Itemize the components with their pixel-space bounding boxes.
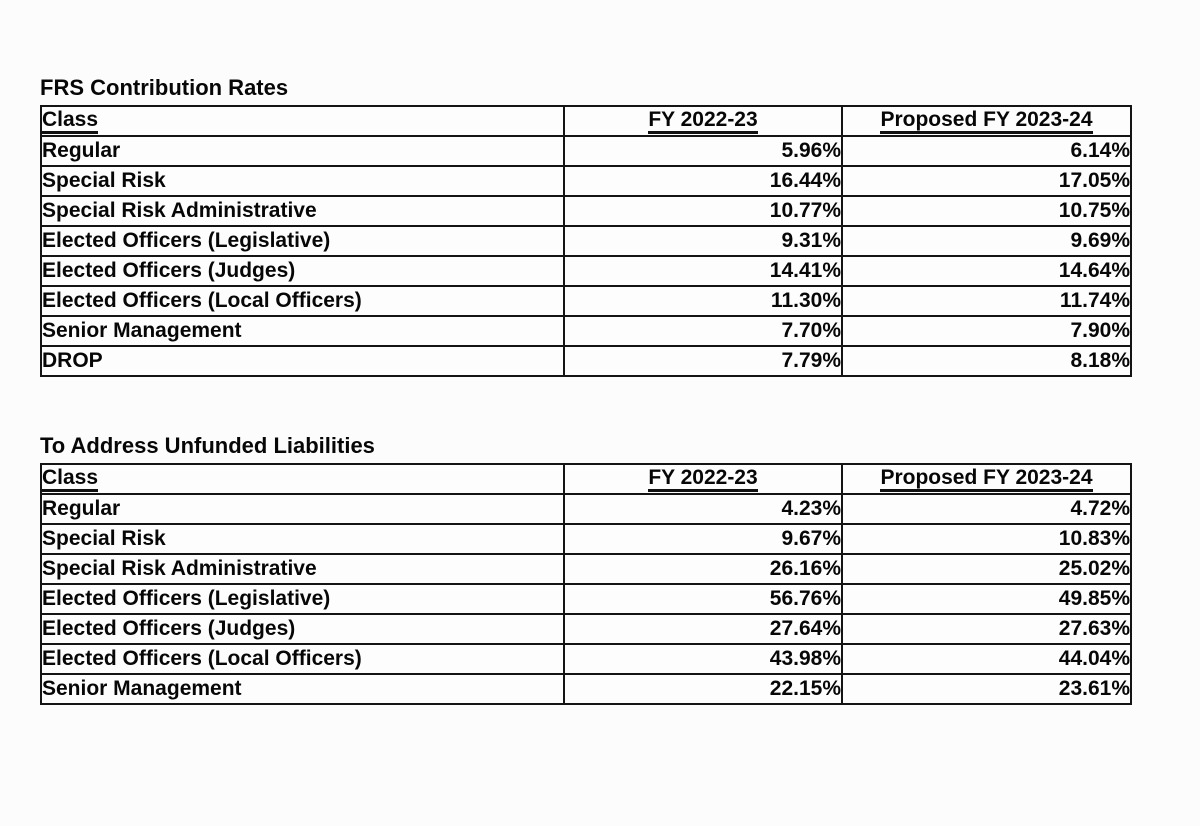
fy-2022-23-column-header: FY 2022-23	[563, 105, 843, 137]
class-cell: Elected Officers (Legislative)	[40, 583, 565, 615]
class-cell: Special Risk	[40, 165, 565, 197]
table-row: Regular 4.23% 4.72%	[40, 493, 1132, 525]
fy-2022-23-cell: 7.70%	[563, 315, 843, 347]
proposed-fy-2023-24-cell: 49.85%	[841, 583, 1132, 615]
fy-2022-23-cell: 11.30%	[563, 285, 843, 317]
class-cell: Special Risk Administrative	[40, 195, 565, 227]
proposed-fy-2023-24-column-header: Proposed FY 2023-24	[841, 105, 1132, 137]
proposed-fy-2023-24-cell: 17.05%	[841, 165, 1132, 197]
fy-2022-23-cell: 9.67%	[563, 523, 843, 555]
table-row: Elected Officers (Legislative) 56.76% 49…	[40, 583, 1132, 615]
fy-2022-23-cell: 14.41%	[563, 255, 843, 287]
fy-2022-23-cell: 16.44%	[563, 165, 843, 197]
fy-2022-23-cell: 7.79%	[563, 345, 843, 377]
proposed-fy-2023-24-cell: 11.74%	[841, 285, 1132, 317]
fy-2022-23-cell: 26.16%	[563, 553, 843, 585]
class-cell: Regular	[40, 135, 565, 167]
table-row: DROP 7.79% 8.18%	[40, 345, 1132, 377]
fy-2022-23-column-header-label: FY 2022-23	[648, 109, 758, 134]
fy-2022-23-column-header: FY 2022-23	[563, 463, 843, 495]
table-row: Elected Officers (Local Officers) 43.98%…	[40, 643, 1132, 675]
class-column-header: Class	[40, 105, 565, 137]
table-row: Senior Management 22.15% 23.61%	[40, 673, 1132, 705]
class-column-header-label: Class	[43, 109, 99, 134]
proposed-fy-2023-24-column-header: Proposed FY 2023-24	[841, 463, 1132, 495]
table-row: Senior Management 7.70% 7.90%	[40, 315, 1132, 347]
table-row: Special Risk 9.67% 10.83%	[40, 523, 1132, 555]
proposed-fy-2023-24-cell: 6.14%	[841, 135, 1132, 167]
class-cell: Elected Officers (Local Officers)	[40, 643, 565, 675]
proposed-fy-2023-24-cell: 14.64%	[841, 255, 1132, 287]
proposed-fy-2023-24-column-header-label: Proposed FY 2023-24	[880, 109, 1093, 134]
proposed-fy-2023-24-cell: 25.02%	[841, 553, 1132, 585]
table-row: Elected Officers (Local Officers) 11.30%…	[40, 285, 1132, 317]
class-column-header-label: Class	[43, 467, 99, 492]
class-cell: Elected Officers (Judges)	[40, 613, 565, 645]
table-row: Elected Officers (Legislative) 9.31% 9.6…	[40, 225, 1132, 257]
header-row: Class FY 2022-23 Proposed FY 2023-24	[40, 105, 1132, 137]
class-cell: Special Risk	[40, 523, 565, 555]
proposed-fy-2023-24-cell: 9.69%	[841, 225, 1132, 257]
proposed-fy-2023-24-column-header-label: Proposed FY 2023-24	[880, 467, 1093, 492]
fy-2022-23-cell: 22.15%	[563, 673, 843, 705]
header-row: Class FY 2022-23 Proposed FY 2023-24	[40, 463, 1132, 495]
fy-2022-23-cell: 9.31%	[563, 225, 843, 257]
class-cell: DROP	[40, 345, 565, 377]
class-cell: Special Risk Administrative	[40, 553, 565, 585]
table-row: Regular 5.96% 6.14%	[40, 135, 1132, 167]
table-row: Elected Officers (Judges) 27.64% 27.63%	[40, 613, 1132, 645]
unfunded-liabilities-title: To Address Unfunded Liabilities	[40, 433, 375, 458]
fy-2022-23-cell: 27.64%	[563, 613, 843, 645]
proposed-fy-2023-24-cell: 27.63%	[841, 613, 1132, 645]
class-cell: Elected Officers (Legislative)	[40, 225, 565, 257]
fy-2022-23-cell: 10.77%	[563, 195, 843, 227]
frs-contribution-rates-table: Class FY 2022-23 Proposed FY 2023-24 Reg…	[40, 105, 1132, 377]
fy-2022-23-cell: 5.96%	[563, 135, 843, 167]
fy-2022-23-column-header-label: FY 2022-23	[648, 467, 758, 492]
table-row: Special Risk Administrative 10.77% 10.75…	[40, 195, 1132, 227]
fy-2022-23-cell: 43.98%	[563, 643, 843, 675]
document-page: FRS Contribution Rates Class FY 2022-23 …	[40, 75, 1132, 705]
proposed-fy-2023-24-cell: 44.04%	[841, 643, 1132, 675]
fy-2022-23-cell: 4.23%	[563, 493, 843, 525]
proposed-fy-2023-24-cell: 23.61%	[841, 673, 1132, 705]
proposed-fy-2023-24-cell: 7.90%	[841, 315, 1132, 347]
proposed-fy-2023-24-cell: 10.83%	[841, 523, 1132, 555]
proposed-fy-2023-24-cell: 4.72%	[841, 493, 1132, 525]
class-cell: Regular	[40, 493, 565, 525]
class-cell: Elected Officers (Local Officers)	[40, 285, 565, 317]
class-cell: Senior Management	[40, 315, 565, 347]
proposed-fy-2023-24-cell: 8.18%	[841, 345, 1132, 377]
proposed-fy-2023-24-cell: 10.75%	[841, 195, 1132, 227]
table-row: Special Risk Administrative 26.16% 25.02…	[40, 553, 1132, 585]
unfunded-liabilities-table: Class FY 2022-23 Proposed FY 2023-24 Reg…	[40, 463, 1132, 705]
class-column-header: Class	[40, 463, 565, 495]
class-cell: Elected Officers (Judges)	[40, 255, 565, 287]
frs-contribution-rates-title: FRS Contribution Rates	[40, 75, 289, 100]
fy-2022-23-cell: 56.76%	[563, 583, 843, 615]
table-row: Special Risk 16.44% 17.05%	[40, 165, 1132, 197]
table-row: Elected Officers (Judges) 14.41% 14.64%	[40, 255, 1132, 287]
class-cell: Senior Management	[40, 673, 565, 705]
